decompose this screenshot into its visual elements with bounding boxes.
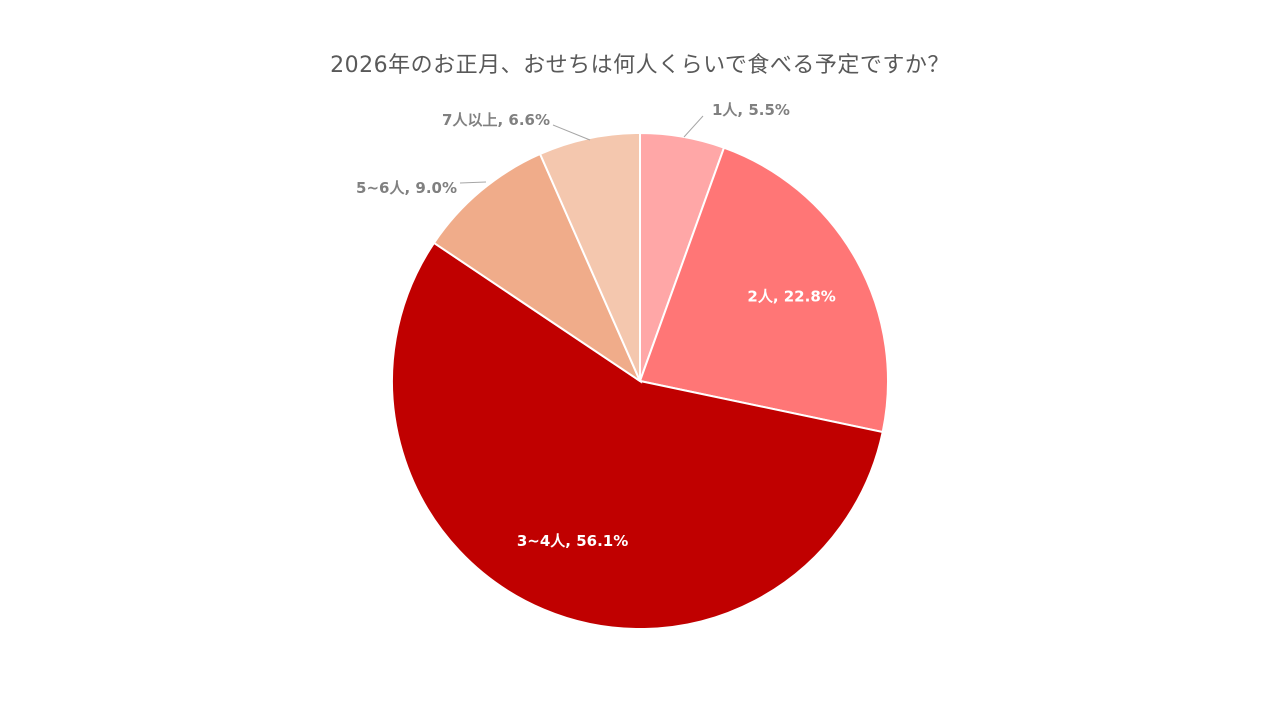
data-label-3: 3~4人, 56.1%: [517, 532, 628, 550]
leader-lines: [459, 115, 704, 184]
data-label-4: 5~6人, 9.0%: [356, 179, 457, 197]
leader-line-4: [459, 181, 487, 184]
data-label-1: 1人, 5.5%: [712, 101, 790, 119]
pie-slice-2: [638, 146, 889, 434]
chart-title: 2026年のお正月、おせちは何人くらいで食べる予定ですか？: [330, 53, 950, 78]
leader-line-5: [552, 124, 591, 141]
pie-slice-5: [538, 131, 641, 382]
data-labels: 1人, 5.5% 2人, 22.8% 3~4人, 56.1% 5~6人, 9.0% 7人…: [356, 101, 836, 550]
data-label-5: 7人以上, 6.6%: [442, 111, 550, 129]
pie-slice-3: [391, 241, 884, 630]
leader-line-1: [683, 115, 704, 138]
data-label-2: 2人, 22.8%: [747, 287, 835, 305]
pie-slices: [391, 131, 889, 630]
pie-slice-4: [432, 152, 643, 384]
